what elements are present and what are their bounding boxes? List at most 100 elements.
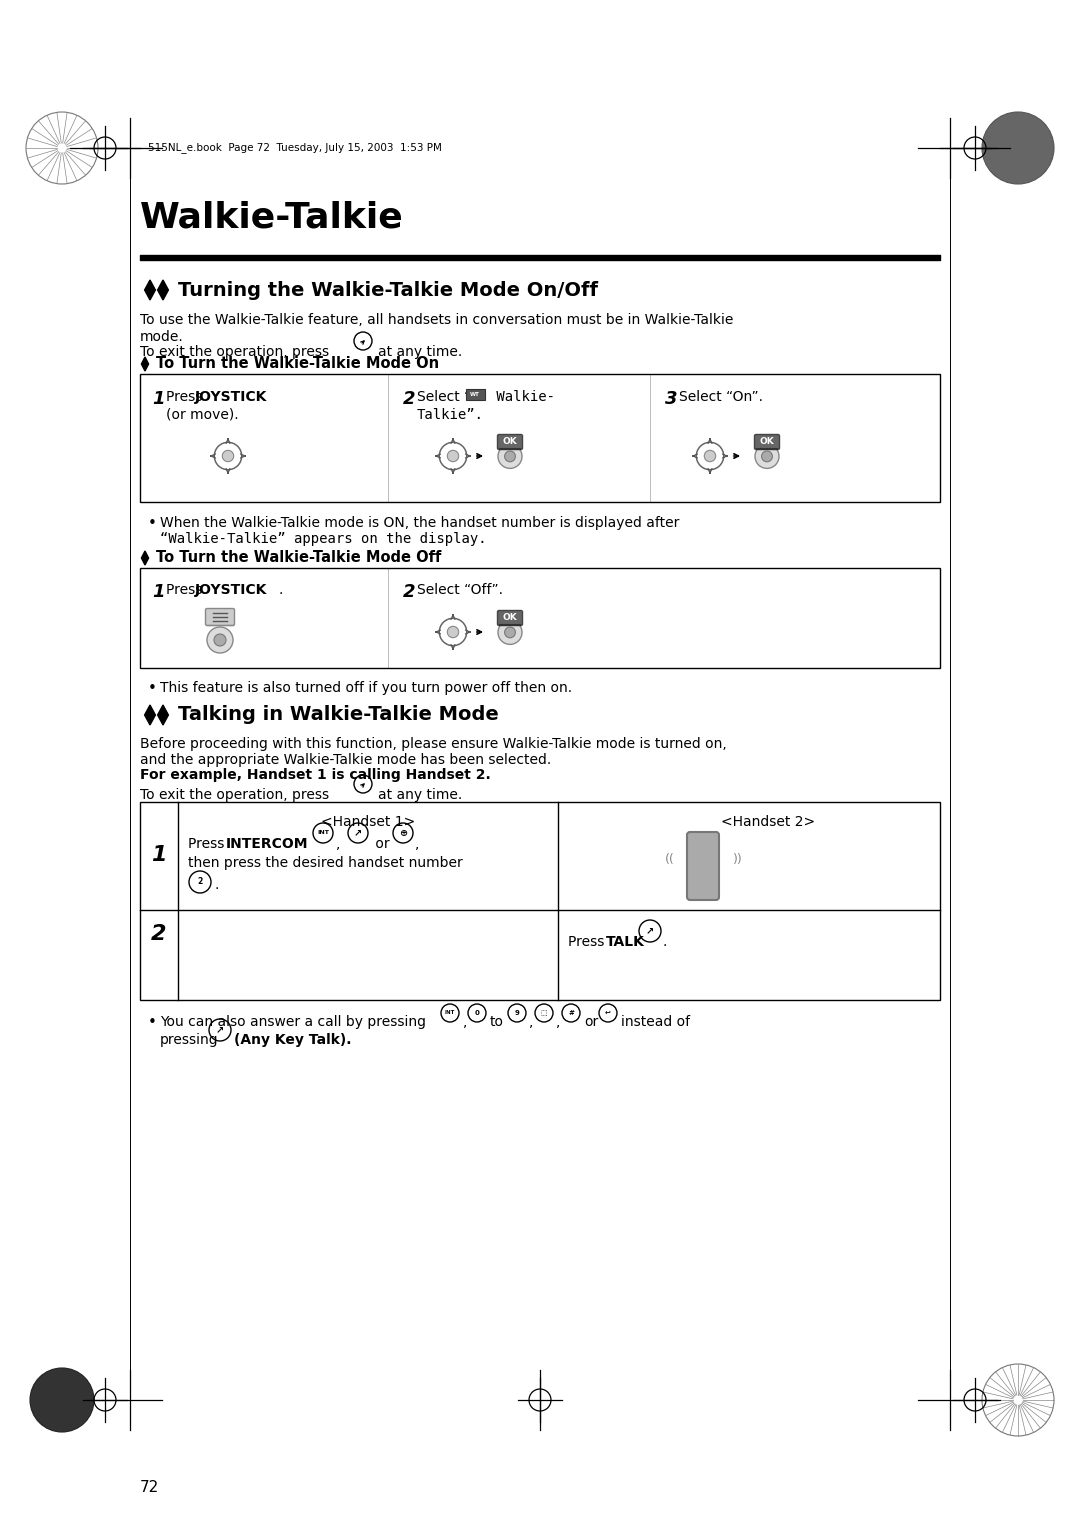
Text: 1: 1 [152, 390, 164, 408]
Text: ↩: ↩ [605, 1010, 611, 1016]
Text: 2: 2 [403, 390, 416, 408]
Polygon shape [158, 280, 168, 299]
Text: (or move).: (or move). [166, 406, 239, 422]
Text: For example, Handset 1 is calling Handset 2.: For example, Handset 1 is calling Handse… [140, 769, 490, 782]
Text: Press: Press [166, 390, 206, 403]
Text: OK: OK [502, 614, 517, 622]
Text: then press the desired handset number: then press the desired handset number [188, 856, 462, 869]
Text: Walkie-Talkie: Walkie-Talkie [140, 202, 404, 235]
Text: 1: 1 [152, 584, 164, 601]
Text: #: # [568, 1010, 573, 1016]
FancyBboxPatch shape [465, 390, 485, 400]
Text: OK: OK [759, 437, 774, 446]
Bar [140, 568, 940, 668]
Text: ,: , [529, 1015, 534, 1028]
Text: ↗: ↗ [354, 828, 362, 837]
Text: Talking in Walkie-Talkie Mode: Talking in Walkie-Talkie Mode [178, 706, 499, 724]
Text: instead of: instead of [621, 1015, 690, 1028]
Text: mode.: mode. [140, 330, 184, 344]
Text: Walkie-: Walkie- [488, 390, 555, 403]
Circle shape [704, 451, 716, 461]
Text: <Handset 2>: <Handset 2> [721, 814, 815, 830]
FancyBboxPatch shape [498, 611, 523, 625]
Text: 2: 2 [151, 924, 166, 944]
Text: Press: Press [166, 584, 206, 597]
Circle shape [30, 1368, 94, 1432]
Text: To Turn the Walkie-Talkie Mode Off: To Turn the Walkie-Talkie Mode Off [156, 550, 442, 565]
Text: INT: INT [445, 1010, 455, 1016]
Circle shape [214, 634, 226, 646]
Text: JOYSTICK: JOYSTICK [195, 390, 268, 403]
Circle shape [207, 626, 233, 652]
Text: 72: 72 [140, 1481, 159, 1494]
Text: 515NL_e.book  Page 72  Tuesday, July 15, 2003  1:53 PM: 515NL_e.book Page 72 Tuesday, July 15, 2… [148, 142, 442, 153]
Text: 1: 1 [151, 845, 166, 865]
Text: 3: 3 [665, 390, 677, 408]
Text: )): )) [733, 854, 743, 866]
Text: ↗: ↗ [646, 926, 654, 937]
Text: To use the Walkie-Talkie feature, all handsets in conversation must be in Walkie: To use the Walkie-Talkie feature, all ha… [140, 313, 733, 327]
Text: “Walkie-Talkie” appears on the display.: “Walkie-Talkie” appears on the display. [160, 532, 487, 545]
Circle shape [982, 112, 1054, 183]
Text: ↗: ↗ [216, 1025, 224, 1034]
Text: Press: Press [568, 935, 609, 949]
Circle shape [447, 451, 459, 461]
Circle shape [504, 626, 515, 637]
Text: Talkie”.: Talkie”. [417, 408, 484, 422]
Text: ,: , [336, 837, 345, 851]
Text: 2: 2 [403, 584, 416, 601]
Text: To Turn the Walkie-Talkie Mode On: To Turn the Walkie-Talkie Mode On [156, 356, 440, 371]
Text: WT: WT [470, 393, 480, 397]
Text: When the Walkie-Talkie mode is ON, the handset number is displayed after: When the Walkie-Talkie mode is ON, the h… [160, 516, 679, 530]
Polygon shape [141, 552, 149, 565]
Text: 0: 0 [474, 1010, 480, 1016]
Text: to: to [490, 1015, 504, 1028]
Text: •: • [148, 1015, 157, 1030]
Circle shape [504, 451, 515, 461]
Polygon shape [145, 704, 156, 724]
Text: Select “Off”.: Select “Off”. [417, 584, 503, 597]
Polygon shape [158, 704, 168, 724]
Text: .: . [278, 584, 282, 597]
Text: ((: (( [665, 854, 675, 866]
Text: ,: , [556, 1015, 561, 1028]
Polygon shape [145, 280, 156, 299]
Text: .: . [214, 879, 218, 892]
FancyBboxPatch shape [205, 608, 234, 625]
Text: Select “On”.: Select “On”. [679, 390, 762, 403]
Text: (Any Key Talk).: (Any Key Talk). [234, 1033, 351, 1047]
Text: ⊕: ⊕ [399, 828, 407, 837]
Text: and the appropriate Walkie-Talkie mode has been selected.: and the appropriate Walkie-Talkie mode h… [140, 753, 551, 767]
Text: at any time.: at any time. [378, 345, 462, 359]
Text: To exit the operation, press: To exit the operation, press [140, 345, 329, 359]
Text: You can also answer a call by pressing: You can also answer a call by pressing [160, 1015, 426, 1028]
Circle shape [755, 445, 779, 469]
Circle shape [498, 620, 522, 645]
Text: Turning the Walkie-Talkie Mode On/Off: Turning the Walkie-Talkie Mode On/Off [178, 281, 598, 299]
Text: Before proceeding with this function, please ensure Walkie-Talkie mode is turned: Before proceeding with this function, pl… [140, 736, 727, 750]
Text: This feature is also turned off if you turn power off then on.: This feature is also turned off if you t… [160, 681, 572, 695]
Circle shape [498, 445, 522, 469]
Circle shape [222, 451, 233, 461]
Text: ⬚: ⬚ [541, 1010, 548, 1016]
Text: pressing: pressing [160, 1033, 218, 1047]
Text: ,: , [415, 837, 419, 851]
Text: •: • [148, 516, 157, 532]
Text: Select “: Select “ [417, 390, 471, 403]
Bar [140, 374, 940, 503]
Text: JOYSTICK: JOYSTICK [195, 584, 268, 597]
Text: To exit the operation, press: To exit the operation, press [140, 788, 329, 802]
Text: INT: INT [318, 831, 329, 836]
Bar [140, 802, 940, 999]
Text: 9: 9 [514, 1010, 519, 1016]
Text: .: . [663, 935, 667, 949]
Text: INTERCOM: INTERCOM [226, 837, 309, 851]
Polygon shape [141, 358, 149, 371]
Circle shape [447, 626, 459, 637]
Text: <Handset 1>: <Handset 1> [321, 814, 415, 830]
Text: ,: , [463, 1015, 468, 1028]
Text: or: or [584, 1015, 598, 1028]
Text: or: or [372, 837, 394, 851]
FancyBboxPatch shape [498, 434, 523, 449]
Text: •: • [148, 681, 157, 695]
